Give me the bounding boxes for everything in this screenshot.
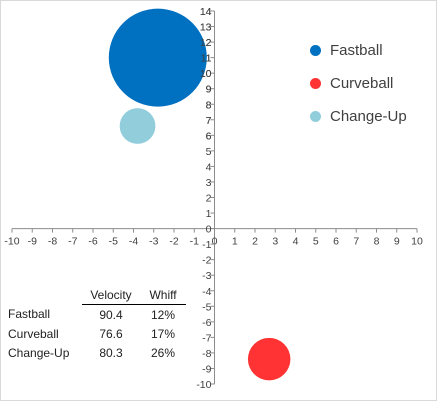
y-tick-label: 9 — [206, 84, 212, 96]
y-tick-label: 4 — [206, 161, 212, 173]
table-header-velocity: Velocity — [82, 285, 140, 305]
table-row: Curveball 76.6 17% — [8, 324, 186, 343]
y-tick-label: -2 — [202, 255, 211, 267]
table-cell-pitch: Fastball — [8, 307, 51, 322]
y-tick-label: 8 — [206, 99, 212, 111]
y-tick-label: -10 — [196, 379, 211, 391]
x-tick-label: -7 — [68, 236, 77, 248]
legend-label-curveball: Curveball — [330, 75, 394, 92]
x-tick-label: 2 — [252, 236, 258, 248]
x-tick-label: 1 — [232, 236, 238, 248]
y-tick-label-overlay: 9 — [206, 84, 212, 96]
x-tick-label: 6 — [333, 236, 339, 248]
legend-item-fastball: Fastball — [310, 34, 407, 67]
x-tick-label: 10 — [411, 236, 423, 248]
x-tick-label: -4 — [129, 236, 138, 248]
y-tick-label: 7 — [206, 115, 212, 127]
y-tick-label: 13 — [200, 22, 212, 34]
y-tick-label-overlay: 13 — [200, 22, 212, 34]
y-tick-label-overlay: 10 — [200, 68, 212, 80]
x-tick-label: 3 — [272, 236, 278, 248]
table-header-blank — [8, 285, 82, 305]
bubble-change-up — [119, 108, 156, 144]
table-cell-whiff: 12% — [150, 307, 176, 322]
y-tick-label-overlay: 14 — [200, 6, 212, 18]
y-tick-label-overlay: 12 — [200, 37, 212, 49]
y-tick-label: -4 — [202, 286, 211, 298]
table-cell-pitch: Curveball — [8, 326, 59, 341]
x-tick-label: -6 — [88, 236, 97, 248]
x-tick-label: 8 — [374, 236, 380, 248]
bubble-curveball — [247, 337, 291, 381]
x-tick-label: -10 — [4, 236, 19, 248]
table-header-whiff: Whiff — [140, 285, 186, 305]
x-tick-label: 5 — [313, 236, 319, 248]
table-row: Fastball 90.4 12% — [8, 305, 186, 325]
y-tick-label: -9 — [202, 363, 211, 375]
x-tick-label: 4 — [293, 236, 299, 248]
x-tick-label: 0 — [212, 236, 218, 248]
legend-label-change-up: Change-Up — [330, 108, 407, 125]
table-row: Change-Up 80.3 26% — [8, 343, 186, 362]
pitch-stats-table: Velocity Whiff Fastball 90.4 12% Curveba… — [8, 285, 186, 362]
y-tick-label: 12 — [200, 37, 212, 49]
y-tick-label: 3 — [206, 177, 212, 189]
x-tick-label: -1 — [190, 236, 199, 248]
bubble-fastball — [108, 8, 207, 107]
y-tick-label: -5 — [202, 301, 211, 313]
y-tick-label: 5 — [206, 146, 212, 158]
table-cell-velocity: 90.4 — [99, 307, 123, 322]
y-tick-label: 2 — [206, 193, 212, 205]
x-tick-label: 7 — [353, 236, 359, 248]
x-tick-label: 9 — [394, 236, 400, 248]
y-tick-label: -8 — [202, 348, 211, 360]
legend-label-fastball: Fastball — [330, 42, 383, 59]
table-cell-whiff: 26% — [150, 345, 176, 360]
y-tick-label: 14 — [200, 6, 212, 18]
table-cell-whiff: 17% — [150, 326, 176, 341]
legend-marker-fastball — [310, 45, 321, 56]
x-tick-label: -3 — [149, 236, 158, 248]
y-tick-label-overlay: 8 — [206, 99, 212, 111]
y-tick-label-overlay: 6 — [206, 130, 212, 142]
x-tick-label: -9 — [28, 236, 37, 248]
legend-marker-change-up — [310, 111, 321, 122]
y-tick-label: 1 — [206, 208, 212, 220]
y-tick-label: -3 — [202, 270, 211, 282]
y-tick-label: 0 — [206, 224, 212, 236]
y-tick-label: 10 — [200, 68, 212, 80]
y-tick-label-overlay: 7 — [206, 115, 212, 127]
x-tick-label: -8 — [48, 236, 57, 248]
legend-marker-curveball — [310, 78, 321, 89]
table-cell-pitch: Change-Up — [8, 345, 70, 360]
table-cell-velocity: 76.6 — [99, 326, 123, 341]
y-tick-label: -1 — [202, 239, 211, 251]
y-tick-label-overlay: 11 — [201, 53, 212, 65]
y-tick-label: 6 — [206, 130, 212, 142]
x-tick-label: -2 — [169, 236, 178, 248]
y-tick-label: -6 — [202, 317, 211, 329]
chart-legend: Fastball Curveball Change-Up — [310, 34, 407, 133]
legend-item-curveball: Curveball — [310, 67, 407, 100]
x-tick-label: -5 — [109, 236, 118, 248]
legend-item-change-up: Change-Up — [310, 100, 407, 133]
y-tick-label: -7 — [202, 332, 211, 344]
table-cell-velocity: 80.3 — [99, 345, 123, 360]
table-header-row: Velocity Whiff — [8, 285, 186, 305]
